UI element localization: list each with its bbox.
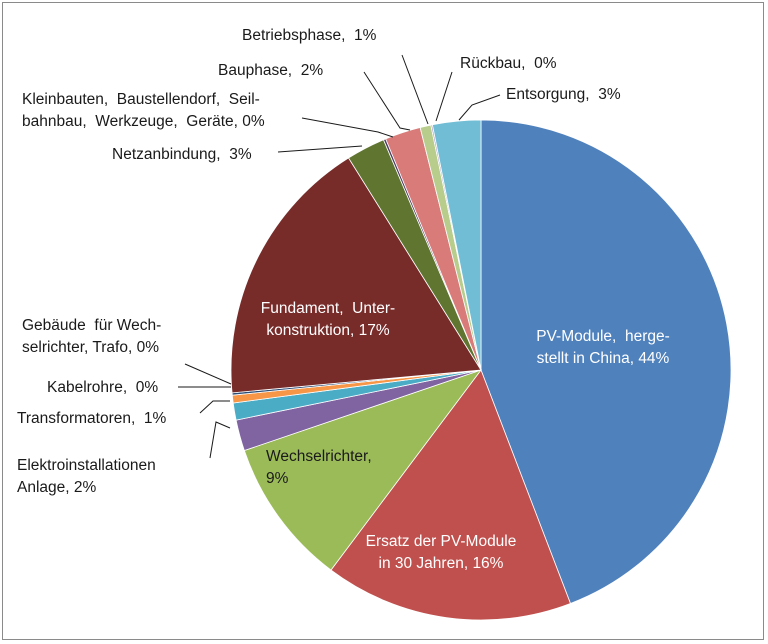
- slice-label-line: Betriebsphase, 1%: [242, 27, 377, 44]
- slice-label-line: Kabelrohre, 0%: [47, 379, 158, 396]
- leader-line-netz: [277, 145, 363, 153]
- slice-label-line: PV-Module, herge-: [536, 328, 670, 345]
- slice-label-line: Transformatoren, 1%: [17, 410, 167, 427]
- leader-line-elektro: [209, 421, 231, 459]
- leader-line-rueck: [435, 71, 453, 122]
- leader-line-betrieb: [401, 54, 429, 125]
- slice-label-gebaeude: Gebäude für Wech-selrichter, Trafo, 0%: [22, 317, 161, 356]
- slice-label-line: selrichter, Trafo, 0%: [22, 339, 159, 356]
- slice-label-elektro: Elektroinstallationen Anlage, 2%: [17, 457, 156, 496]
- slice-label-line: Elektroinstallationen: [17, 457, 156, 474]
- slice-label-line: Rückbau, 0%: [460, 55, 557, 72]
- pie-slices: [230, 119, 732, 621]
- pie-slice-entsorgung: [431, 119, 482, 371]
- slice-label-line: Bauphase, 2%: [218, 62, 323, 79]
- slice-label-line: konstruktion, 17%: [266, 322, 389, 339]
- slice-label-line: Entsorgung, 3%: [506, 86, 621, 103]
- leader-line-gebaeude: [184, 363, 232, 385]
- leader-line-trafo: [199, 400, 230, 414]
- slice-label-line: stellt in China, 44%: [537, 350, 670, 367]
- leader-lines: [178, 54, 501, 459]
- slice-label-bau: Bauphase, 2%: [218, 62, 323, 79]
- leader-line-klein: [301, 117, 394, 138]
- slice-label-entsorgung: Entsorgung, 3%: [506, 86, 621, 103]
- slice-label-line: Anlage, 2%: [17, 479, 96, 496]
- slice-label-line: Wechselrichter,: [266, 448, 372, 465]
- slice-label-rueck: Rückbau, 0%: [460, 55, 557, 72]
- slice-label-netz: Netzanbindung, 3%: [112, 146, 252, 163]
- slice-label-line: 9%: [266, 470, 289, 487]
- slice-label-klein: Kleinbauten, Baustellendorf, Seil-bahnba…: [22, 91, 265, 130]
- slice-labels: PV-Module, herge-stellt in China, 44% Ers…: [17, 27, 670, 572]
- slice-label-pv: PV-Module, herge-stellt in China, 44%: [536, 328, 670, 367]
- slice-label-line: Fundament, Unter-: [261, 300, 395, 317]
- slice-label-kabel: Kabelrohre, 0%: [47, 379, 158, 396]
- leader-line-bau: [363, 71, 411, 131]
- slice-label-ersatz: Ersatz der PV-Module in 30 Jahren, 16%: [366, 533, 517, 572]
- leader-line-entsorgung: [458, 94, 501, 121]
- slice-label-line: Ersatz der PV-Module: [366, 533, 517, 550]
- slice-label-line: Netzanbindung, 3%: [112, 146, 252, 163]
- slice-label-line: Kleinbauten, Baustellendorf, Seil-: [22, 91, 260, 108]
- pie-slice-ersatz: [330, 369, 571, 621]
- slice-label-wr: Wechselrichter, 9%: [266, 448, 372, 487]
- pie-slice-wr: [243, 369, 483, 571]
- pie-slice-fundament: [230, 157, 482, 394]
- slice-label-fundament: Fundament, Unter-konstruktion, 17%: [261, 300, 395, 339]
- slice-label-trafo: Transformatoren, 1%: [17, 410, 167, 427]
- slice-label-line: in 30 Jahren, 16%: [379, 555, 504, 572]
- slice-label-line: bahnbau, Werkzeuge, Geräte, 0%: [22, 113, 265, 130]
- slice-label-betrieb: Betriebsphase, 1%: [242, 27, 377, 44]
- slice-label-line: Gebäude für Wech-: [22, 317, 161, 334]
- pie-slice-pv: [480, 119, 732, 604]
